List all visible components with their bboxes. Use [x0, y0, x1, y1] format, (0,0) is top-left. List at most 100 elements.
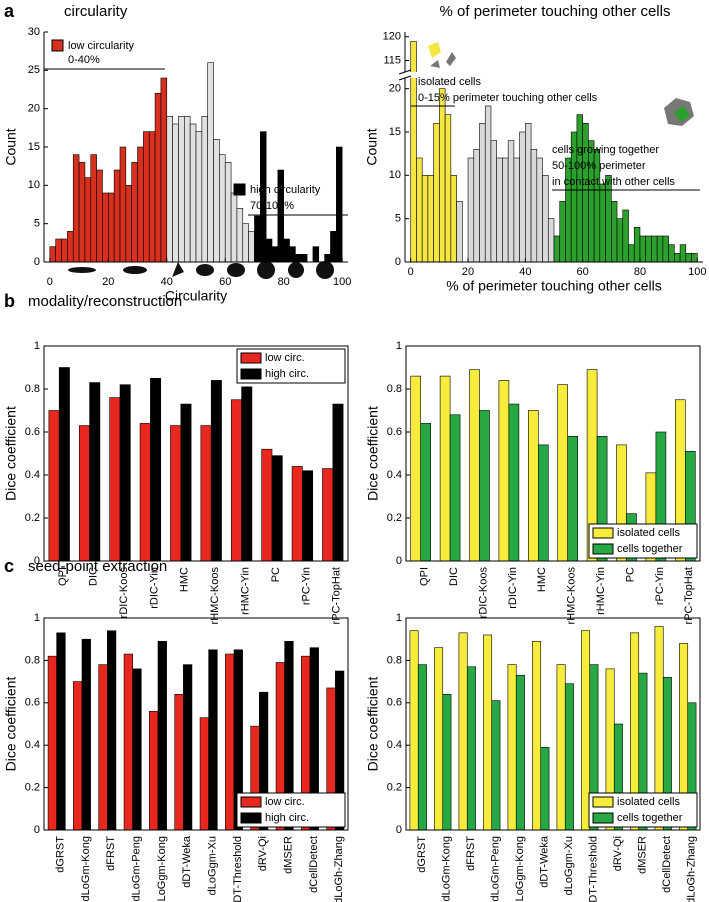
- bar: [199, 717, 209, 831]
- y-tick-label: 0.8: [387, 654, 402, 666]
- bar: [241, 386, 253, 562]
- bar: [132, 668, 142, 831]
- histogram-bar: [178, 116, 185, 263]
- legend-label: isolated cells: [617, 796, 680, 808]
- x-tick-label: dRV-Qi: [612, 836, 624, 871]
- bar: [417, 664, 427, 831]
- histogram-bar: [108, 192, 115, 263]
- bar: [483, 634, 493, 831]
- plot-frame: [405, 617, 701, 831]
- histogram-bar: [611, 201, 618, 263]
- histogram-bar: [283, 238, 290, 263]
- histogram-bar: [160, 77, 168, 263]
- histogram-bar: [496, 157, 503, 263]
- x-tick-label: dGRST: [55, 836, 67, 873]
- histogram-bar: [450, 175, 457, 263]
- bar: [458, 632, 468, 831]
- y-tick-label: 0.6: [387, 697, 402, 709]
- histogram-bar: [616, 218, 624, 263]
- histogram-bar: [289, 246, 296, 263]
- bar: [170, 425, 182, 562]
- bar: [564, 683, 574, 831]
- chart-title: % of perimeter touching other cells: [440, 3, 671, 20]
- histogram-bar: [639, 235, 646, 263]
- histogram-bar: [295, 254, 302, 263]
- histogram-bar: [236, 208, 244, 263]
- legend-swatch: [592, 543, 614, 555]
- y-tick-label: 15: [28, 141, 40, 153]
- histogram-bar: [536, 157, 543, 263]
- x-axis-label: % of perimeter touching other cells: [446, 278, 662, 294]
- plot-frame: [405, 345, 701, 562]
- histogram-bar: [439, 88, 446, 263]
- histogram-bar: [148, 131, 156, 263]
- histogram-bar: [195, 131, 203, 263]
- bar: [556, 664, 566, 831]
- bar: [271, 455, 283, 562]
- histogram-bar: [599, 183, 606, 263]
- bar: [48, 410, 60, 562]
- histogram-bar: [565, 157, 572, 263]
- histogram-bar: [254, 215, 261, 263]
- histogram-bar: [513, 157, 520, 263]
- bar: [515, 674, 525, 831]
- x-tick-label: dLoGgm-Kong: [514, 836, 526, 902]
- histogram-bar: [242, 223, 249, 263]
- x-tick-label: 0: [408, 266, 414, 278]
- x-tick-label: rPC-TopHat: [683, 567, 695, 624]
- y-tick-label: 0.8: [25, 654, 40, 666]
- histogram-bar: [651, 235, 658, 263]
- y-tick-label: 20: [28, 103, 40, 115]
- histogram-bar: [679, 244, 687, 263]
- x-tick-label: rHMC-Yin: [595, 567, 607, 615]
- bar: [261, 448, 273, 562]
- plot-frame: [43, 617, 349, 831]
- histogram-bar: [553, 235, 561, 263]
- x-tick-label: 40: [161, 276, 173, 288]
- histogram-bar: [96, 169, 103, 263]
- y-tick-label: 0: [396, 824, 402, 836]
- x-tick-label: rDIC-Koos: [477, 567, 489, 619]
- histogram-bar: [67, 231, 74, 263]
- histogram-bar: [219, 154, 226, 263]
- y-axis-label: Count: [3, 128, 19, 165]
- y-tick-label: 1: [34, 612, 40, 624]
- x-tick-label: dLoGh-Zhang: [333, 836, 345, 902]
- y-tick-label: 0: [34, 256, 40, 268]
- x-tick-label: dCellDetect: [308, 836, 320, 893]
- bar: [73, 681, 83, 831]
- bar: [567, 435, 578, 562]
- histogram-bar: [154, 93, 162, 263]
- histogram-bar: [84, 177, 92, 263]
- x-tick-label: HMC: [179, 567, 191, 592]
- legend-label: high circ.: [265, 368, 309, 380]
- bar: [449, 414, 461, 562]
- panel-letter: b: [4, 291, 15, 311]
- histogram-bar: [674, 253, 681, 263]
- y-tick-label: 0.2: [25, 512, 40, 524]
- x-tick-label: 20: [102, 276, 114, 288]
- bar: [230, 399, 242, 562]
- x-tick-label: DIC: [448, 567, 460, 586]
- y-tick-label: 0.4: [387, 469, 402, 481]
- x-tick-label: dCellDetect: [661, 836, 673, 893]
- histogram-bar: [49, 246, 56, 263]
- annotation: isolated cells: [418, 76, 481, 88]
- histogram-bar: [559, 201, 566, 263]
- x-tick-label: 40: [519, 266, 531, 278]
- bar: [291, 466, 303, 562]
- annotation: 0-40%: [68, 54, 100, 66]
- bar: [139, 423, 151, 562]
- y-axis-label: Dice coefficient: [365, 677, 381, 772]
- y-tick-label: 0.4: [25, 739, 40, 751]
- bar: [119, 384, 131, 562]
- bar: [183, 664, 193, 831]
- annotation: high circularity: [250, 184, 321, 196]
- bar: [200, 425, 212, 562]
- x-tick-label: dLoGm-Peng: [490, 836, 502, 901]
- bar: [540, 747, 550, 831]
- histogram-bar: [444, 114, 452, 263]
- x-tick-label: rPC-TopHat: [331, 567, 343, 624]
- histogram-bar: [588, 140, 595, 263]
- histogram-bar: [525, 123, 532, 263]
